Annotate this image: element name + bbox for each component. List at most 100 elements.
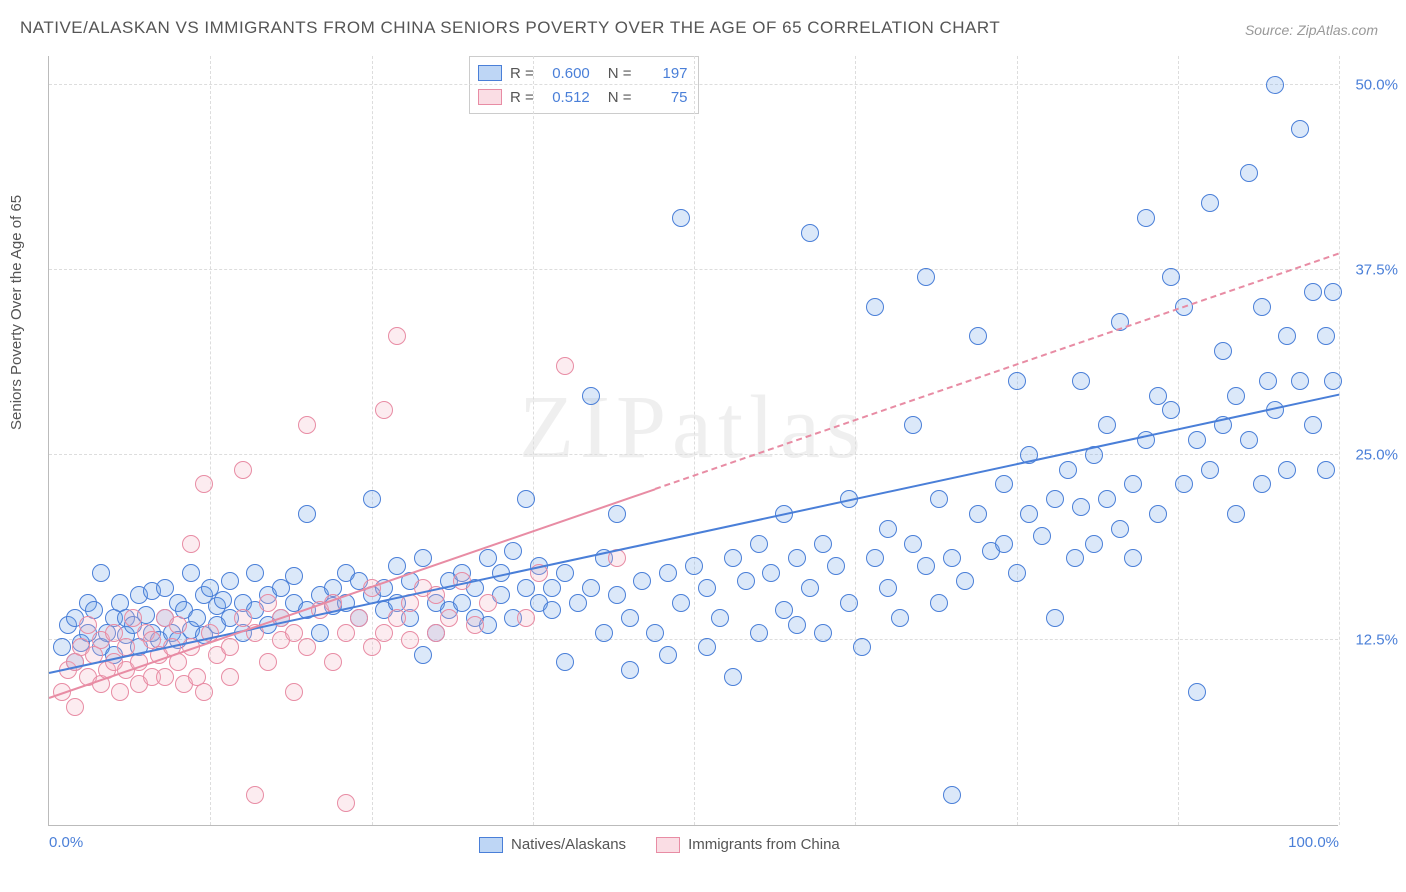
scatter-point	[1046, 609, 1064, 627]
scatter-point	[1291, 372, 1309, 390]
scatter-point	[891, 609, 909, 627]
scatter-point	[659, 646, 677, 664]
gridline-vertical	[1017, 56, 1018, 825]
gridline-vertical	[1178, 56, 1179, 825]
scatter-point	[1162, 268, 1180, 286]
scatter-point	[866, 298, 884, 316]
scatter-point	[646, 624, 664, 642]
scatter-point	[866, 549, 884, 567]
scatter-point	[517, 490, 535, 508]
scatter-point	[517, 579, 535, 597]
scatter-point	[1291, 120, 1309, 138]
scatter-point	[1201, 194, 1219, 212]
scatter-point	[298, 416, 316, 434]
scatter-point	[285, 683, 303, 701]
scatter-point	[1227, 387, 1245, 405]
scatter-point	[453, 594, 471, 612]
gridline-vertical	[1339, 56, 1340, 825]
stat-n-label: N =	[608, 89, 632, 106]
scatter-point	[543, 579, 561, 597]
scatter-point	[1072, 372, 1090, 390]
scatter-point	[1240, 431, 1258, 449]
x-tick-label: 100.0%	[1288, 834, 1339, 851]
scatter-point	[440, 609, 458, 627]
legend-label: Immigrants from China	[688, 836, 840, 853]
scatter-point	[111, 683, 129, 701]
scatter-point	[221, 638, 239, 656]
scatter-point	[388, 557, 406, 575]
y-tick-label: 25.0%	[1355, 446, 1398, 463]
stat-r-value: 0.600	[542, 65, 590, 82]
scatter-point	[1253, 298, 1271, 316]
scatter-point	[930, 594, 948, 612]
gridline-vertical	[694, 56, 695, 825]
scatter-point	[724, 668, 742, 686]
scatter-point	[750, 624, 768, 642]
scatter-point	[221, 668, 239, 686]
scatter-point	[1098, 490, 1116, 508]
y-axis-label: Seniors Poverty Over the Age of 65	[8, 195, 25, 430]
scatter-point	[711, 609, 729, 627]
scatter-point	[195, 475, 213, 493]
scatter-point	[53, 638, 71, 656]
correlation-stats-legend: R =0.600N =197R =0.512N =75	[469, 56, 699, 114]
y-tick-label: 37.5%	[1355, 261, 1398, 278]
scatter-point	[1259, 372, 1277, 390]
scatter-point	[556, 653, 574, 671]
scatter-point	[1008, 564, 1026, 582]
scatter-point	[608, 586, 626, 604]
scatter-point	[943, 549, 961, 567]
scatter-point	[762, 564, 780, 582]
scatter-point	[375, 624, 393, 642]
scatter-point	[324, 653, 342, 671]
scatter-point	[827, 557, 845, 575]
scatter-point	[621, 609, 639, 627]
scatter-point	[917, 557, 935, 575]
scatter-point	[1317, 461, 1335, 479]
scatter-point	[66, 698, 84, 716]
legend-swatch	[479, 837, 503, 853]
scatter-point	[337, 624, 355, 642]
scatter-point	[221, 572, 239, 590]
scatter-point	[1253, 475, 1271, 493]
scatter-point	[1046, 490, 1064, 508]
scatter-point	[1033, 527, 1051, 545]
scatter-point	[582, 579, 600, 597]
scatter-point	[1059, 461, 1077, 479]
scatter-point	[285, 624, 303, 642]
legend-swatch	[656, 837, 680, 853]
scatter-point	[788, 616, 806, 634]
scatter-point	[479, 549, 497, 567]
scatter-point	[1175, 475, 1193, 493]
scatter-point	[930, 490, 948, 508]
scatter-point	[504, 542, 522, 560]
scatter-point	[298, 638, 316, 656]
scatter-point	[1162, 401, 1180, 419]
stat-n-value: 197	[640, 65, 688, 82]
scatter-point	[1124, 475, 1142, 493]
scatter-point	[1149, 505, 1167, 523]
scatter-point	[479, 594, 497, 612]
x-tick-label: 0.0%	[49, 834, 83, 851]
scatter-point	[156, 579, 174, 597]
scatter-point	[879, 579, 897, 597]
scatter-point	[569, 594, 587, 612]
scatter-point	[1072, 498, 1090, 516]
gridline-vertical	[372, 56, 373, 825]
scatter-point	[517, 609, 535, 627]
scatter-point	[904, 535, 922, 553]
scatter-point	[801, 579, 819, 597]
scatter-point	[943, 786, 961, 804]
scatter-point	[156, 668, 174, 686]
chart-title: NATIVE/ALASKAN VS IMMIGRANTS FROM CHINA …	[20, 18, 1000, 38]
scatter-point	[737, 572, 755, 590]
legend-swatch	[478, 65, 502, 81]
scatter-point	[1137, 209, 1155, 227]
scatter-point	[92, 564, 110, 582]
scatter-point	[337, 794, 355, 812]
scatter-point	[1317, 327, 1335, 345]
scatter-point	[259, 653, 277, 671]
scatter-point	[724, 549, 742, 567]
stat-legend-row: R =0.512N =75	[478, 85, 688, 109]
scatter-point	[775, 601, 793, 619]
